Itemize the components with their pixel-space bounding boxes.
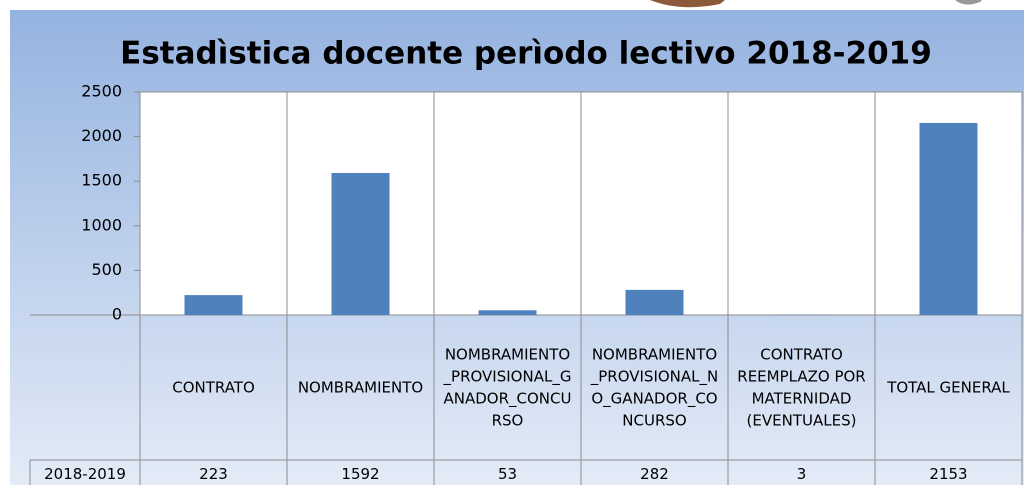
- bar: [331, 172, 390, 315]
- label-line: _PROVISIONAL_G: [443, 367, 572, 386]
- table-value: 3: [797, 465, 807, 483]
- label-line: (EVENTUALES): [747, 411, 857, 429]
- x-tick-label: NOMBRAMIENTO: [298, 378, 423, 396]
- bar: [184, 295, 243, 315]
- top-strip: [0, 0, 1024, 10]
- table-value: 1592: [341, 465, 379, 483]
- label-line: MATERNIDAD: [752, 389, 852, 407]
- label-line: NOMBRAMIENTO: [298, 378, 423, 396]
- bar: [625, 289, 684, 315]
- label-line: _PROVISIONAL_N: [590, 367, 719, 386]
- table-value: 282: [640, 465, 669, 483]
- label-line: NOMBRAMIENTO: [592, 345, 717, 363]
- label-line: REEMPLAZO POR: [737, 367, 865, 385]
- table-value: 2153: [929, 465, 967, 483]
- label-line: RSO: [492, 411, 524, 429]
- x-tick-label: NOMBRAMIENTO _PROVISIONAL_G ANADOR_CONCU RS…: [443, 345, 572, 429]
- label-line: CONTRATO: [760, 345, 843, 363]
- y-tick-label: 1000: [81, 215, 122, 234]
- table-value: 223: [199, 465, 228, 483]
- x-tick-label: CONTRATO: [172, 378, 255, 396]
- y-tick-label: 1500: [81, 171, 122, 190]
- y-tick-label: 2500: [81, 82, 122, 101]
- x-tick-label: TOTAL GENERAL: [886, 378, 1010, 396]
- label-line: NOMBRAMIENTO: [445, 345, 570, 363]
- bar: [478, 310, 537, 315]
- table-value: 53: [498, 465, 517, 483]
- label-line: ANADOR_CONCU: [444, 389, 572, 408]
- y-tick-label: 500: [91, 260, 122, 279]
- label-line: CONTRATO: [172, 378, 255, 396]
- label-line: NCURSO: [622, 411, 686, 429]
- bar: [919, 122, 978, 316]
- logo-fragment: [650, 0, 725, 8]
- x-tick-label: CONTRATO REEMPLAZO POR MATERNIDAD (EVENTUAL…: [737, 345, 865, 429]
- legend-label: 2018-2019: [44, 465, 126, 483]
- label-line: TOTAL GENERAL: [886, 378, 1010, 396]
- label-line: O_GANADOR_CO: [591, 389, 717, 408]
- x-tick-label: NOMBRAMIENTO _PROVISIONAL_N O_GANADOR_CO NC…: [590, 345, 719, 429]
- logo-fragment: [955, 0, 982, 5]
- y-tick-label: 2000: [81, 126, 122, 145]
- y-tick-label: 0: [112, 305, 122, 324]
- chart-title: Estadìstica docente perìodo lectivo 2018…: [120, 36, 932, 72]
